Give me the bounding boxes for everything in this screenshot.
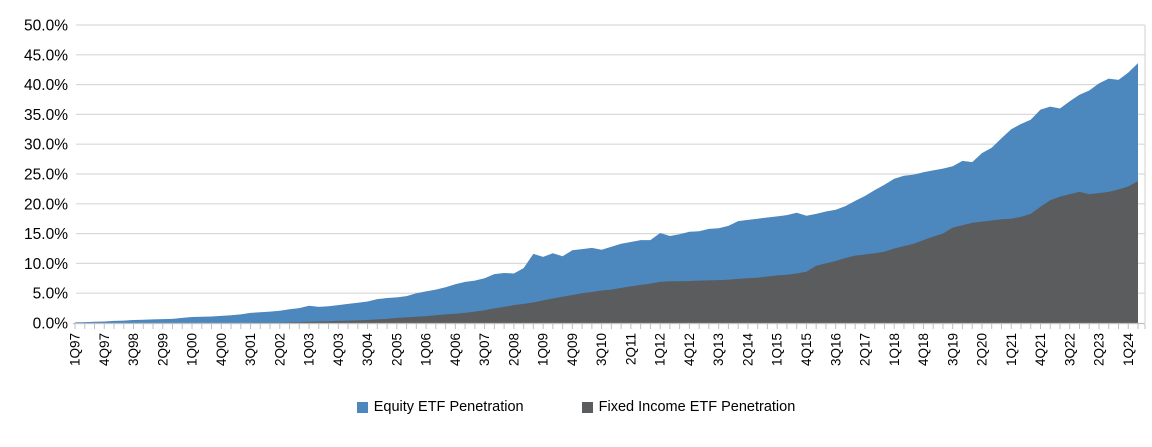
svg-text:1Q15: 1Q15: [770, 333, 785, 366]
svg-text:40.0%: 40.0%: [24, 77, 68, 94]
svg-text:3Q04: 3Q04: [360, 333, 375, 367]
svg-text:4Q03: 4Q03: [331, 333, 346, 366]
svg-text:2Q14: 2Q14: [740, 333, 755, 367]
svg-text:4Q15: 4Q15: [799, 333, 814, 366]
svg-text:2Q17: 2Q17: [858, 333, 873, 366]
svg-text:3Q07: 3Q07: [477, 333, 492, 366]
legend-label-fixed-income: Fixed Income ETF Penetration: [598, 399, 796, 415]
svg-text:3Q13: 3Q13: [711, 333, 726, 366]
svg-text:15.0%: 15.0%: [24, 226, 68, 243]
svg-text:1Q24: 1Q24: [1121, 333, 1136, 367]
svg-text:1Q00: 1Q00: [185, 333, 200, 366]
svg-text:2Q05: 2Q05: [389, 333, 404, 366]
legend-label-equity: Equity ETF Penetration: [373, 399, 524, 415]
svg-text:10.0%: 10.0%: [24, 256, 68, 273]
svg-text:5.0%: 5.0%: [33, 286, 69, 303]
chart-legend: Equity ETF Penetration Fixed Income ETF …: [0, 399, 1152, 415]
svg-text:4Q00: 4Q00: [214, 333, 229, 366]
legend-item-fixed-income: Fixed Income ETF Penetration: [581, 399, 796, 415]
fixed-income-series-swatch-icon: [581, 401, 593, 413]
svg-text:20.0%: 20.0%: [24, 196, 68, 213]
svg-text:2Q11: 2Q11: [623, 333, 638, 365]
svg-text:1Q18: 1Q18: [887, 333, 902, 366]
svg-text:1Q06: 1Q06: [419, 333, 434, 366]
svg-text:4Q18: 4Q18: [916, 333, 931, 366]
svg-text:4Q21: 4Q21: [1033, 333, 1048, 366]
svg-text:2Q02: 2Q02: [272, 333, 287, 366]
svg-text:3Q22: 3Q22: [1062, 333, 1077, 366]
svg-text:3Q16: 3Q16: [828, 333, 843, 366]
svg-text:2Q20: 2Q20: [975, 333, 990, 366]
svg-text:2Q08: 2Q08: [506, 333, 521, 366]
svg-text:25.0%: 25.0%: [24, 167, 68, 184]
svg-text:4Q97: 4Q97: [97, 333, 112, 366]
equity-series-swatch-icon: [356, 401, 368, 413]
svg-text:3Q19: 3Q19: [945, 333, 960, 366]
svg-text:45.0%: 45.0%: [24, 47, 68, 64]
svg-text:50.0%: 50.0%: [24, 18, 68, 35]
svg-text:1Q21: 1Q21: [1004, 333, 1019, 366]
svg-text:35.0%: 35.0%: [24, 107, 68, 124]
svg-text:4Q06: 4Q06: [448, 333, 463, 366]
svg-text:1Q12: 1Q12: [653, 333, 668, 366]
svg-text:0.0%: 0.0%: [33, 316, 69, 333]
svg-text:4Q12: 4Q12: [682, 333, 697, 366]
svg-text:3Q98: 3Q98: [126, 333, 141, 366]
svg-text:1Q03: 1Q03: [302, 333, 317, 366]
svg-text:3Q10: 3Q10: [594, 333, 609, 366]
svg-text:1Q09: 1Q09: [536, 333, 551, 366]
legend-item-equity: Equity ETF Penetration: [356, 399, 524, 415]
chart-canvas: 0.0% 5.0% 10.0% 15.0% 20.0% 25.0% 30.0% 35.0% 40…: [24, 18, 1146, 367]
svg-text:2Q99: 2Q99: [155, 333, 170, 366]
svg-text:2Q23: 2Q23: [1092, 333, 1107, 366]
svg-text:4Q09: 4Q09: [565, 333, 580, 366]
svg-text:30.0%: 30.0%: [24, 137, 68, 154]
svg-text:3Q01: 3Q01: [243, 333, 258, 366]
svg-text:1Q97: 1Q97: [68, 333, 83, 366]
